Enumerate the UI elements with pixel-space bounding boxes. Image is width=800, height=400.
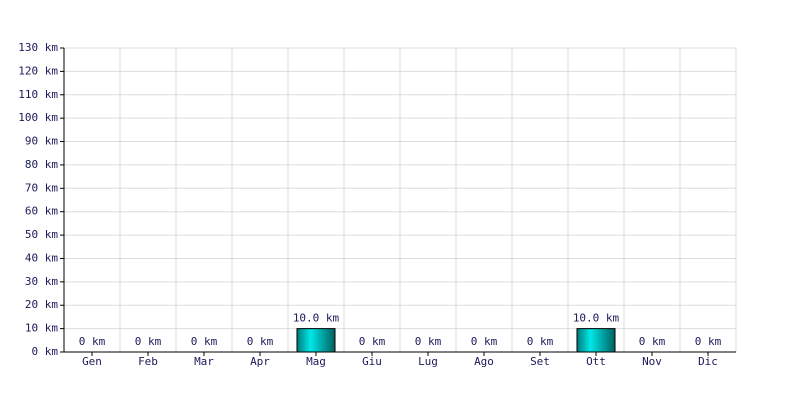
x-tick-label: Lug — [418, 355, 438, 368]
x-tick-label: Ago — [474, 355, 494, 368]
x-tick-label: Nov — [642, 355, 662, 368]
y-tick-label: 50 km — [25, 228, 58, 241]
value-label: 0 km — [415, 335, 442, 348]
x-tick-label: Gen — [82, 355, 102, 368]
value-label: 0 km — [247, 335, 274, 348]
x-tick-label: Apr — [250, 355, 270, 368]
x-tick-label: Ott — [586, 355, 606, 368]
y-tick-label: 100 km — [18, 111, 58, 124]
value-label: 0 km — [191, 335, 218, 348]
y-tick-label: 60 km — [25, 205, 58, 218]
x-tick-label: Feb — [138, 355, 158, 368]
y-tick-label: 80 km — [25, 158, 58, 171]
y-tick-label: 90 km — [25, 135, 58, 148]
value-label: 0 km — [359, 335, 386, 348]
grid — [64, 47, 737, 353]
y-tick-label: 30 km — [25, 275, 58, 288]
x-tick-label: Mag — [306, 355, 326, 368]
value-label: 0 km — [639, 335, 666, 348]
bar — [296, 328, 336, 353]
y-tick-label: 40 km — [25, 251, 58, 264]
x-tick-label: Mar — [194, 355, 214, 368]
x-tick-label: Dic — [698, 355, 718, 368]
value-label: 10.0 km — [293, 312, 340, 325]
y-tick-label: 0 km — [32, 345, 59, 358]
y-tick-label: 70 km — [25, 181, 58, 194]
marks: 0 km 10 km 20 km 30 km 40 km 50 km 60 km 70 km 8… — [18, 41, 736, 368]
y-tick-label: 20 km — [25, 298, 58, 311]
value-label: 0 km — [79, 335, 106, 348]
x-tick-label: Set — [530, 355, 550, 368]
y-tick-label: 110 km — [18, 88, 58, 101]
value-label: 0 km — [135, 335, 162, 348]
y-tick-label: 120 km — [18, 64, 58, 77]
x-tick-label: Giu — [362, 355, 382, 368]
value-label: 0 km — [471, 335, 498, 348]
y-tick-label: 130 km — [18, 41, 58, 54]
y-tick-label: 10 km — [25, 322, 58, 335]
value-label: 10.0 km — [573, 312, 620, 325]
bar — [576, 328, 616, 353]
value-label: 0 km — [695, 335, 722, 348]
value-label: 0 km — [527, 335, 554, 348]
